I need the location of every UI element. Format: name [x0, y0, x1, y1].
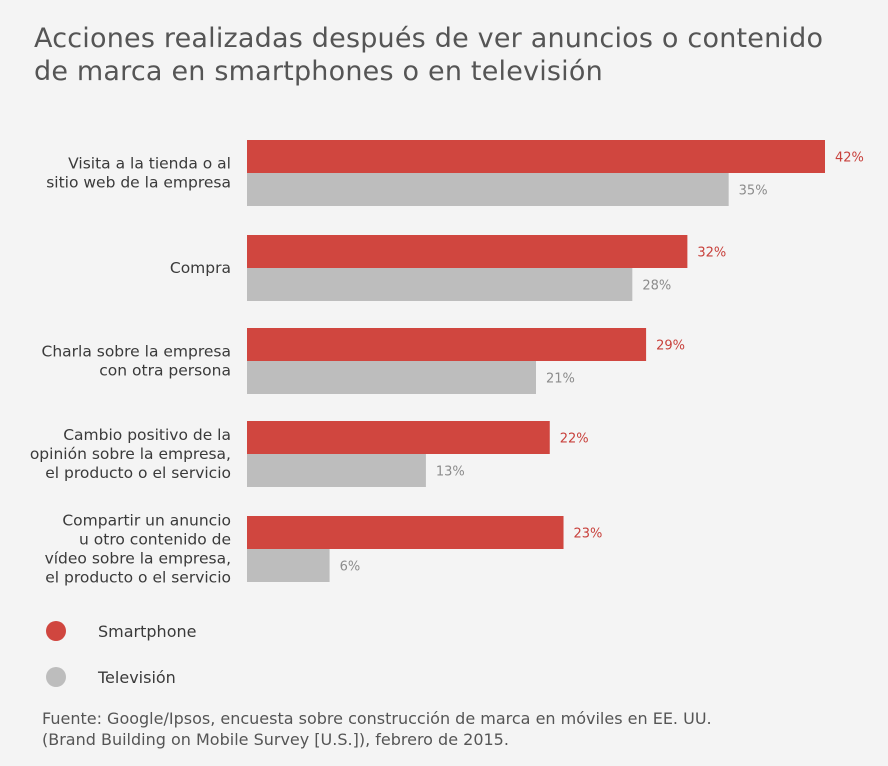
data-label-smartphone-2: 32%: [697, 246, 726, 261]
category-label-5: Compartir un anuncio u otro contenido de v…: [45, 512, 231, 587]
category-label-line: Compartir un anuncio: [62, 512, 231, 530]
data-label-television-4: 13%: [436, 465, 465, 480]
source-note: Fuente: Google/Ipsos, encuesta sobre con…: [42, 708, 862, 750]
bar-smartphone-4: [247, 421, 550, 454]
bar-smartphone-5: [247, 516, 564, 549]
category-label-line: con otra persona: [99, 362, 231, 380]
data-label-television-1: 35%: [739, 184, 768, 199]
bar-television-3: [247, 361, 536, 394]
bar-television-1: [247, 173, 729, 206]
source-line-1: Fuente: Google/Ipsos, encuesta sobre con…: [42, 709, 712, 728]
data-label-television-3: 21%: [546, 372, 575, 387]
category-label-line: opinión sobre la empresa,: [30, 445, 231, 463]
category-label-line: el producto o el servicio: [45, 464, 231, 482]
category-label-1: Visita a la tienda o al sitio web de la e…: [46, 155, 231, 192]
bar-smartphone-2: [247, 235, 688, 268]
data-label-television-5: 6%: [340, 560, 361, 575]
category-label-4: Cambio positivo de la opinión sobre la em…: [30, 426, 231, 482]
category-label-line: Visita a la tienda o al: [68, 155, 231, 173]
bar-television-2: [247, 268, 633, 301]
legend-item-smartphone: Smartphone: [46, 620, 196, 642]
bar-smartphone-1: [247, 140, 825, 173]
chart-title: Acciones realizadas después de ver anunc…: [34, 23, 824, 87]
data-label-television-2: 28%: [642, 279, 671, 294]
source-line-2: (Brand Building on Mobile Survey [U.S.])…: [42, 730, 509, 749]
data-label-smartphone-3: 29%: [656, 339, 685, 354]
bar-television-4: [247, 454, 426, 487]
category-label-line: u otro contenido de: [79, 531, 231, 549]
category-label-line: sitio web de la empresa: [46, 174, 231, 192]
legend-label-television: Televisión: [98, 667, 176, 687]
category-label-3: Charla sobre la empresa con otra persona: [42, 343, 232, 380]
category-label-line: Cambio positivo de la: [63, 426, 231, 444]
category-label-line: el producto o el servicio: [45, 569, 231, 587]
bar-television-5: [247, 549, 330, 582]
category-label-line: Charla sobre la empresa: [42, 343, 232, 361]
category-label-2: Compra: [170, 259, 231, 277]
data-label-smartphone-4: 22%: [560, 432, 589, 447]
category-label-line: vídeo sobre la empresa,: [45, 550, 231, 568]
legend-label-smartphone: Smartphone: [98, 621, 197, 641]
legend-item-television: Televisión: [46, 666, 176, 688]
bar-smartphone-3: [247, 328, 647, 361]
legend-swatch-television: [46, 667, 66, 687]
category-label-line: Compra: [170, 259, 231, 277]
data-label-smartphone-1: 42%: [835, 151, 864, 166]
legend-swatch-smartphone: [46, 621, 66, 641]
data-label-smartphone-5: 23%: [574, 527, 603, 542]
